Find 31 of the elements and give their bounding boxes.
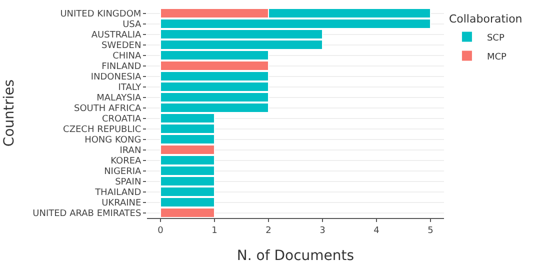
y-tick-label: IRAN: [120, 146, 142, 156]
y-tick-label: UKRAINE: [102, 198, 142, 208]
y-tick-label: SPAIN: [115, 177, 142, 188]
x-tick-label: 3: [320, 226, 326, 236]
y-tick-label: NIGERIA: [104, 166, 142, 177]
y-tick-label: SWEDEN: [102, 40, 142, 51]
x-axis-title: N. of Documents: [236, 248, 354, 264]
legend-title: Collaboration: [448, 12, 522, 26]
legend-label: MCP: [486, 52, 508, 62]
y-tick-label: CROATIA: [102, 114, 142, 124]
y-tick-label: UNITED ARAB EMIRATES: [32, 208, 142, 219]
y-tick-label: HONG KONG: [84, 135, 142, 146]
y-tick-label: UNITED KINGDOM: [60, 9, 142, 20]
y-tick-label: ITALY: [118, 82, 142, 93]
x-tick-label: 0: [158, 226, 164, 236]
y-tick-label: MALAYSIA: [96, 93, 142, 104]
y-tick-label: THAILAND: [94, 188, 142, 198]
y-tick-label: USA: [122, 20, 142, 30]
x-tick-label: 4: [374, 226, 380, 236]
x-tick-label: 5: [428, 226, 434, 236]
y-axis-title: Countries: [1, 79, 18, 147]
y-tick-label: KOREA: [110, 156, 142, 166]
y-tick-label: AUSTRALIA: [91, 30, 142, 40]
y-tick-label: CZECH REPUBLIC: [63, 124, 142, 135]
x-tick-label: 2: [266, 226, 272, 236]
x-tick-label: 1: [212, 226, 218, 236]
y-tick-label: CHINA: [112, 51, 142, 62]
y-tick-label: SOUTH AFRICA: [74, 104, 142, 114]
y-tick-label: INDONESIA: [90, 72, 142, 82]
y-tick-label: FINLAND: [102, 62, 142, 72]
legend-label: SCP: [486, 33, 505, 44]
